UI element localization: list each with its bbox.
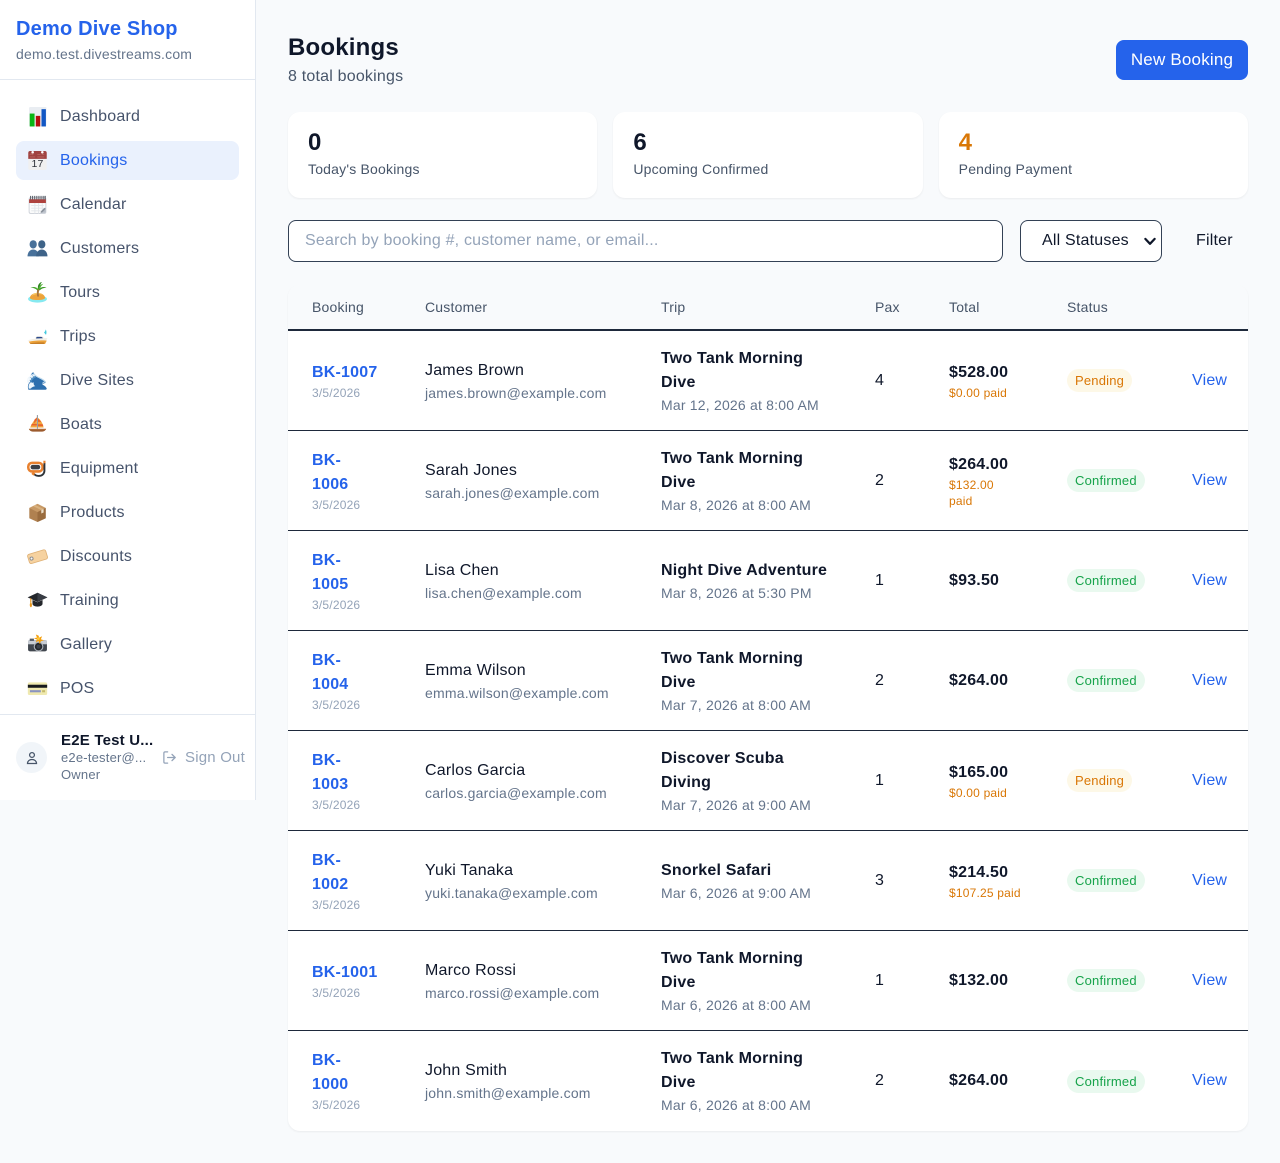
svg-text:17: 17 (31, 158, 43, 170)
